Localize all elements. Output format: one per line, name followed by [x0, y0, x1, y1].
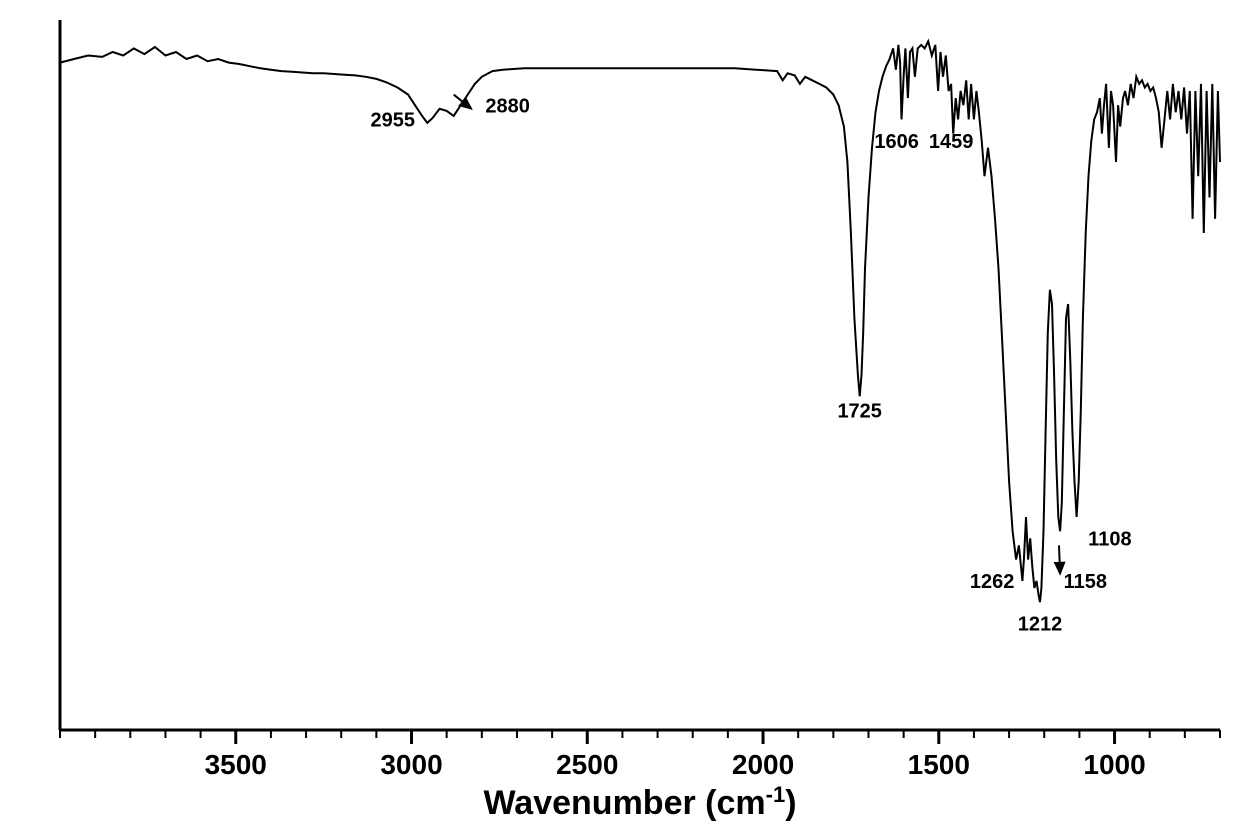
ir-spectrum-chart: 3500 3000 2500 2000 1500 1000 Wavenumber (cm-1… — [0, 0, 1240, 829]
peak-label: 1212 — [1018, 614, 1063, 636]
x-tick-label: 3500 — [205, 749, 267, 780]
x-tick-label: 3000 — [380, 749, 442, 780]
x-tick-label: 2500 — [556, 749, 618, 780]
peak-label: 1158 — [1064, 571, 1107, 593]
x-tick-label: 2000 — [732, 749, 794, 780]
peak-label: 1459 — [929, 131, 974, 153]
peak-arrow — [1059, 545, 1060, 573]
x-tick-label: 1500 — [908, 749, 970, 780]
x-tick-label: 1000 — [1083, 749, 1145, 780]
peak-label: 1606 — [874, 131, 919, 153]
peak-label: 1262 — [970, 571, 1015, 593]
peak-label: 1725 — [837, 401, 882, 423]
peak-label: 2955 — [371, 110, 416, 132]
peak-label: 2880 — [485, 95, 530, 117]
peak-label: 1108 — [1088, 528, 1131, 550]
x-axis-label: Wavenumber (cm-1) — [483, 782, 796, 823]
chart-svg: 3500 3000 2500 2000 1500 1000 Wavenumber (cm-1… — [0, 0, 1240, 829]
